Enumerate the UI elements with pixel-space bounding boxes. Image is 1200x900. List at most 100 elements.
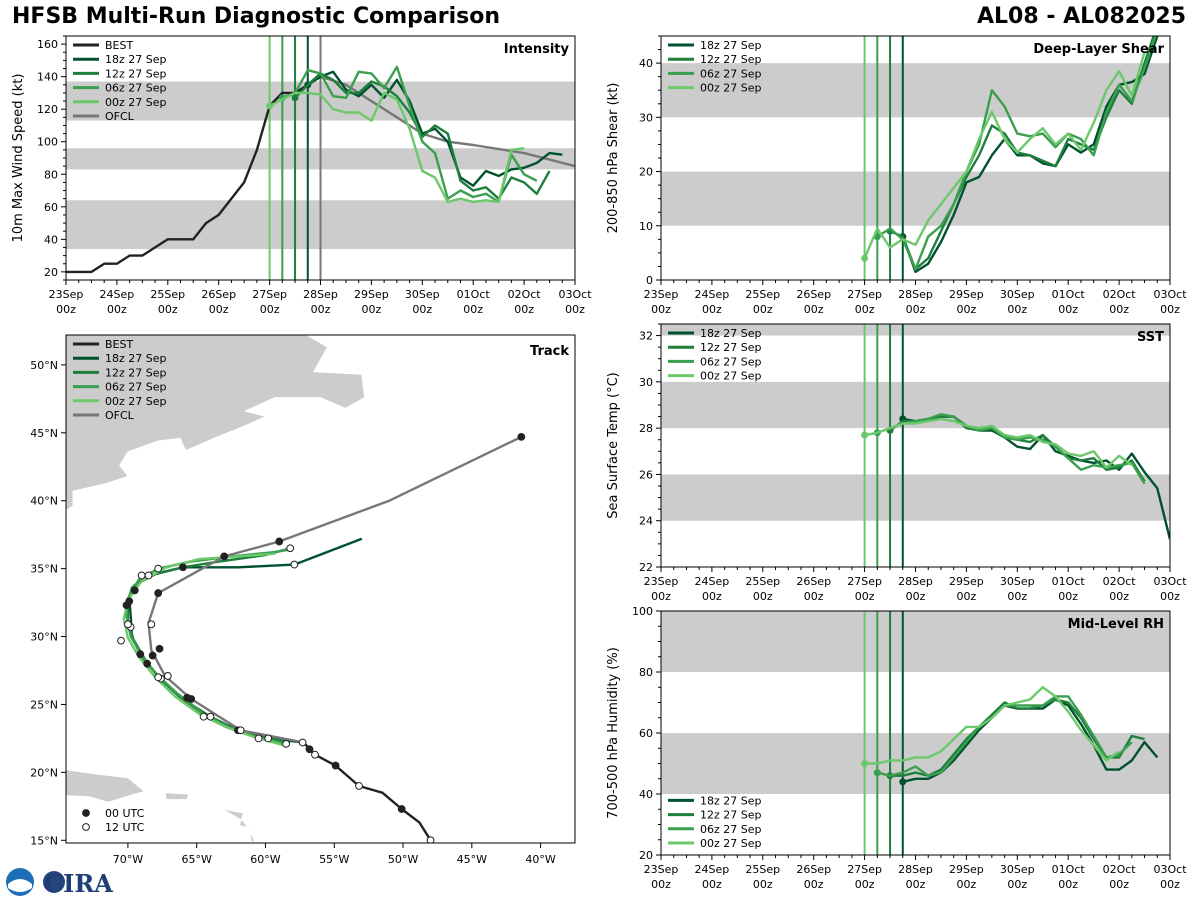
series-start-point bbox=[861, 431, 869, 439]
plot-area bbox=[661, 324, 1170, 567]
y-tick-label: 60 bbox=[639, 727, 653, 740]
x-tick-label-hour: 00z bbox=[260, 303, 280, 316]
x-tick-label-hour: 00z bbox=[804, 878, 824, 891]
y-axis-label: 200-850 hPa Shear (kt) bbox=[606, 83, 621, 234]
track-marker bbox=[154, 673, 163, 682]
track-marker bbox=[124, 620, 132, 629]
x-tick-label-date: 23Sep bbox=[644, 863, 679, 876]
marker-legend-label: 12 UTC bbox=[105, 821, 145, 834]
y-tick-label: 30 bbox=[639, 111, 653, 124]
marker-legend-symbol bbox=[82, 823, 90, 831]
x-tick-label-date: 01Oct bbox=[1052, 863, 1086, 876]
y-tick-label: 80 bbox=[44, 168, 58, 181]
legend-label: 12z 27 Sep bbox=[105, 366, 167, 379]
track-line bbox=[147, 435, 522, 744]
x-tick-label-hour: 00z bbox=[1007, 590, 1027, 603]
x-tick-label-date: 25Sep bbox=[745, 575, 780, 588]
track-marker bbox=[117, 636, 125, 645]
x-tick-label-date: 29Sep bbox=[949, 288, 984, 301]
land-mass bbox=[66, 769, 146, 803]
track-marker bbox=[154, 589, 163, 597]
x-tick-label-date: 24Sep bbox=[695, 288, 730, 301]
series-line bbox=[889, 36, 1155, 271]
x-tick-label-hour: 00z bbox=[463, 303, 483, 316]
panel-title: Deep-Layer Shear bbox=[1033, 42, 1164, 57]
x-tick-label-hour: 00z bbox=[1160, 878, 1180, 891]
panel-title: Mid-Level RH bbox=[1068, 617, 1164, 632]
threshold-band bbox=[661, 474, 1170, 521]
x-tick-label-date: 03Oct bbox=[558, 288, 592, 301]
track-marker bbox=[137, 571, 146, 580]
x-tick-label: 50°W bbox=[388, 853, 418, 866]
legend-label: OFCL bbox=[105, 409, 135, 422]
series-line bbox=[864, 417, 1133, 469]
x-tick-label-hour: 00z bbox=[702, 303, 722, 316]
threshold-band bbox=[661, 324, 1170, 336]
x-tick-label-date: 28Sep bbox=[898, 575, 933, 588]
x-tick-label-hour: 00z bbox=[1109, 878, 1129, 891]
x-tick-label-hour: 00z bbox=[1058, 878, 1078, 891]
sst-panel: 22 24 26 28 30 32 23Sep 00z 24Sep 00z 25Sep 00z 26Se… bbox=[606, 323, 1187, 603]
x-tick-label-date: 27Sep bbox=[847, 575, 882, 588]
y-tick-label: 30 bbox=[639, 376, 653, 389]
x-tick-label: 45°W bbox=[457, 853, 487, 866]
track-marker bbox=[236, 726, 245, 735]
x-tick-label-hour: 00z bbox=[651, 878, 671, 891]
legend-label: BEST bbox=[105, 39, 133, 52]
x-tick-label-hour: 00z bbox=[1007, 878, 1027, 891]
y-tick-label: 40 bbox=[639, 788, 653, 801]
track-marker bbox=[220, 552, 229, 561]
x-tick-label-hour: 00z bbox=[957, 303, 977, 316]
y-tick-label: 22 bbox=[639, 561, 653, 574]
y-tick-label: 15°N bbox=[30, 834, 58, 847]
plot-area bbox=[66, 335, 526, 843]
x-tick-label-date: 23Sep bbox=[644, 288, 679, 301]
series-start-point bbox=[266, 102, 274, 110]
track-marker bbox=[275, 537, 284, 546]
y-tick-label: 40 bbox=[44, 233, 58, 246]
x-tick-label-date: 30Sep bbox=[1000, 863, 1035, 876]
y-tick-label: 120 bbox=[37, 103, 58, 116]
y-tick-label: 35°N bbox=[30, 563, 58, 576]
legend-label: 00z 27 Sep bbox=[700, 837, 762, 850]
x-tick-label-hour: 00z bbox=[1160, 303, 1180, 316]
y-tick-label: 24 bbox=[639, 515, 653, 528]
track-marker bbox=[122, 601, 131, 610]
legend-label: 18z 27 Sep bbox=[700, 39, 762, 52]
x-tick-label-date: 26Sep bbox=[796, 863, 831, 876]
y-tick-label: 26 bbox=[639, 468, 653, 481]
x-tick-label-date: 29Sep bbox=[949, 863, 984, 876]
track-marker bbox=[143, 659, 152, 668]
series-line bbox=[876, 36, 1157, 271]
y-tick-label: 20 bbox=[639, 849, 653, 862]
legend-label: 12z 27 Sep bbox=[700, 341, 762, 354]
x-tick-label-date: 28Sep bbox=[898, 288, 933, 301]
track-marker bbox=[163, 672, 172, 680]
y-tick-label: 100 bbox=[632, 605, 653, 618]
y-tick-label: 40°N bbox=[30, 495, 58, 508]
x-tick-label-hour: 00z bbox=[514, 303, 534, 316]
y-tick-label: 32 bbox=[639, 330, 653, 343]
x-tick-label-hour: 00z bbox=[1160, 590, 1180, 603]
series-line bbox=[863, 51, 1146, 259]
track-line bbox=[303, 741, 432, 841]
x-tick-label-date: 25Sep bbox=[150, 288, 185, 301]
cira-logo-text: CIRA bbox=[44, 869, 113, 898]
legend-label: 18z 27 Sep bbox=[700, 327, 762, 340]
y-tick-label: 40 bbox=[639, 57, 653, 70]
y-tick-label: 140 bbox=[37, 71, 58, 84]
x-tick-label-date: 03Oct bbox=[1153, 863, 1187, 876]
track-marker bbox=[148, 651, 157, 660]
track-marker bbox=[264, 734, 273, 743]
x-tick-label-hour: 00z bbox=[412, 303, 432, 316]
panel-title: Intensity bbox=[504, 42, 570, 57]
x-tick-label-date: 27Sep bbox=[252, 288, 287, 301]
x-tick-label-hour: 00z bbox=[702, 590, 722, 603]
x-tick-label-hour: 00z bbox=[804, 303, 824, 316]
track-marker bbox=[290, 560, 299, 569]
legend-label: 00z 27 Sep bbox=[105, 96, 167, 109]
cira-globe-icon bbox=[43, 871, 65, 893]
x-tick-label-hour: 00z bbox=[753, 590, 773, 603]
legend-label: 06z 27 Sep bbox=[105, 82, 167, 95]
